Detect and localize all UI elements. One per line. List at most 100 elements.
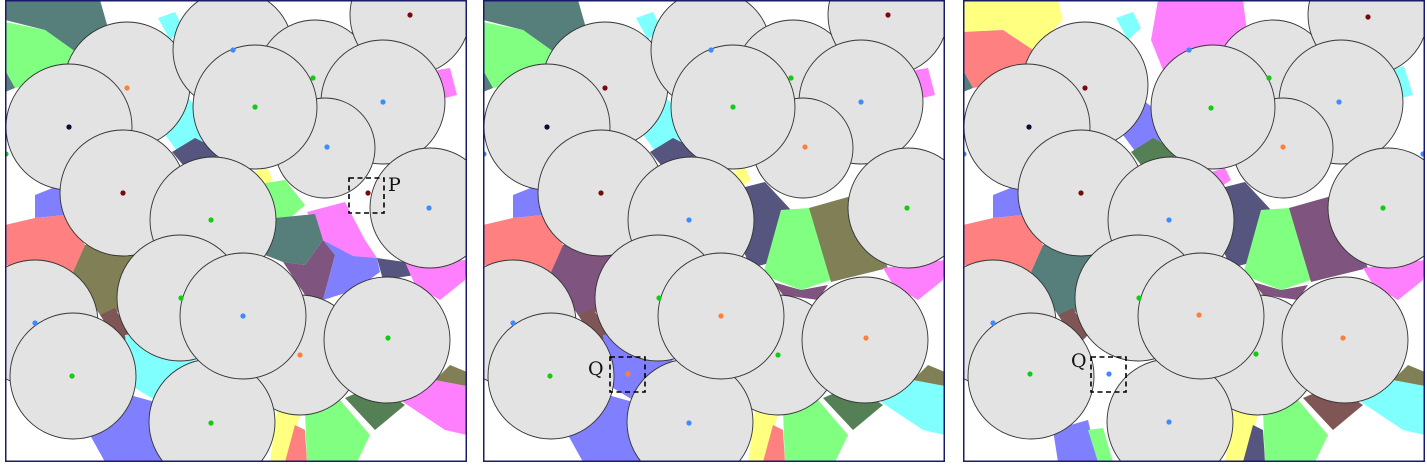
site-dot [510, 320, 516, 326]
panel-right: Q [963, 0, 1425, 462]
site-dot [730, 104, 736, 110]
cell-magenta-top-right [915, 68, 935, 98]
site-dot [1166, 217, 1172, 223]
cell-cyan-top [1116, 12, 1141, 40]
cell-salmon-left [483, 215, 563, 272]
cell-yellow-center [731, 168, 751, 188]
panel-frame [5, 0, 467, 462]
cell-navy-center [741, 182, 791, 268]
site-dot [120, 190, 126, 196]
disks-right [963, 0, 1425, 462]
site-dot [1027, 371, 1033, 377]
sites-right [963, 14, 1425, 425]
site-dot [1136, 295, 1142, 301]
cell-green-bottom [305, 400, 370, 462]
site-dot [426, 205, 432, 211]
site-dot [1078, 190, 1084, 196]
cell-brown-left [1058, 308, 1088, 345]
cell-brown-left [100, 308, 130, 345]
site-dot [802, 144, 808, 150]
cell-green-center [763, 208, 831, 290]
site-dot [178, 295, 184, 301]
panel-left-canvas: P [5, 0, 467, 462]
marker-label-p: P [388, 174, 401, 196]
site-dot [686, 420, 692, 426]
disks-middle [483, 0, 945, 462]
site-dot [208, 420, 214, 426]
site-dot [1365, 14, 1371, 20]
cell-magenta-center-small [1211, 168, 1231, 188]
disk [1327, 147, 1425, 269]
cell-purple-center [283, 240, 335, 300]
site-dot [297, 352, 303, 358]
cell-green-bottom-left [1088, 428, 1113, 462]
cell-olive-bottom-right [913, 365, 945, 386]
disk [1281, 276, 1409, 404]
cell-green-bottom [1263, 400, 1328, 462]
site-dot [863, 335, 869, 341]
site-dot [708, 47, 714, 53]
disk [369, 147, 467, 269]
site-dot [1026, 124, 1032, 130]
marker-box-p [348, 177, 385, 214]
cell-magenta-top-right [437, 68, 457, 98]
cell-blue-left [993, 185, 1023, 218]
cell-teal-left-edge [483, 70, 493, 92]
site-dot [904, 205, 910, 211]
panel-right-canvas: Q [963, 0, 1425, 462]
marker-label-q: Q [588, 358, 604, 380]
panel-left: P [5, 0, 467, 462]
site-dot [885, 12, 891, 18]
site-dot [598, 190, 604, 196]
panel-frame [963, 0, 1425, 462]
cell-green-center [1243, 208, 1311, 290]
cell-purple-center [1289, 195, 1368, 282]
site-dot [1340, 335, 1346, 341]
site-dot [124, 85, 130, 91]
disk [847, 147, 945, 269]
cell-salmon-left [963, 215, 1043, 272]
cell-navy-bottom [1243, 425, 1265, 462]
site-dot [1380, 205, 1386, 211]
site-dot [1208, 105, 1214, 111]
site-dot [602, 85, 608, 91]
site-dot [69, 373, 75, 379]
site-dot [547, 373, 553, 379]
site-dot [1186, 47, 1192, 53]
site-dot [365, 190, 371, 196]
site-dot [385, 335, 391, 341]
site-dot [858, 99, 864, 105]
site-dot [32, 320, 38, 326]
site-dot [1196, 312, 1202, 318]
site-dot [208, 217, 214, 223]
cell-magenta-right [405, 260, 467, 300]
site-dot [775, 352, 781, 358]
site-dot [686, 217, 692, 223]
cell-salmon-bottom [763, 425, 785, 462]
cell-brown-left [578, 308, 608, 345]
site-dot [66, 124, 72, 130]
cell-blue-left [35, 185, 65, 218]
marker-box-q [609, 356, 646, 393]
site-dot [1106, 371, 1112, 377]
site-dot [656, 295, 662, 301]
cell-yellow-top [963, 0, 1063, 50]
site-dot [1166, 419, 1172, 425]
panel-middle: Q [483, 0, 945, 462]
site-dot [324, 144, 330, 150]
cell-green-bottom [783, 400, 848, 462]
cell-olive-bottom-right [435, 365, 467, 386]
site-dot [544, 124, 550, 130]
sites-left [5, 12, 432, 426]
cell-blue-center [323, 240, 380, 300]
site-dot [380, 99, 386, 105]
disks-left [5, 0, 467, 462]
cell-olive-center [809, 195, 888, 282]
cell-salmon-bottom [285, 425, 307, 462]
cell-magenta-right [1363, 260, 1425, 300]
site-dot [407, 12, 413, 18]
cell-blue-left [513, 185, 543, 218]
cell-magenta-top [1151, 0, 1248, 70]
cell-navy-center [1221, 182, 1271, 268]
